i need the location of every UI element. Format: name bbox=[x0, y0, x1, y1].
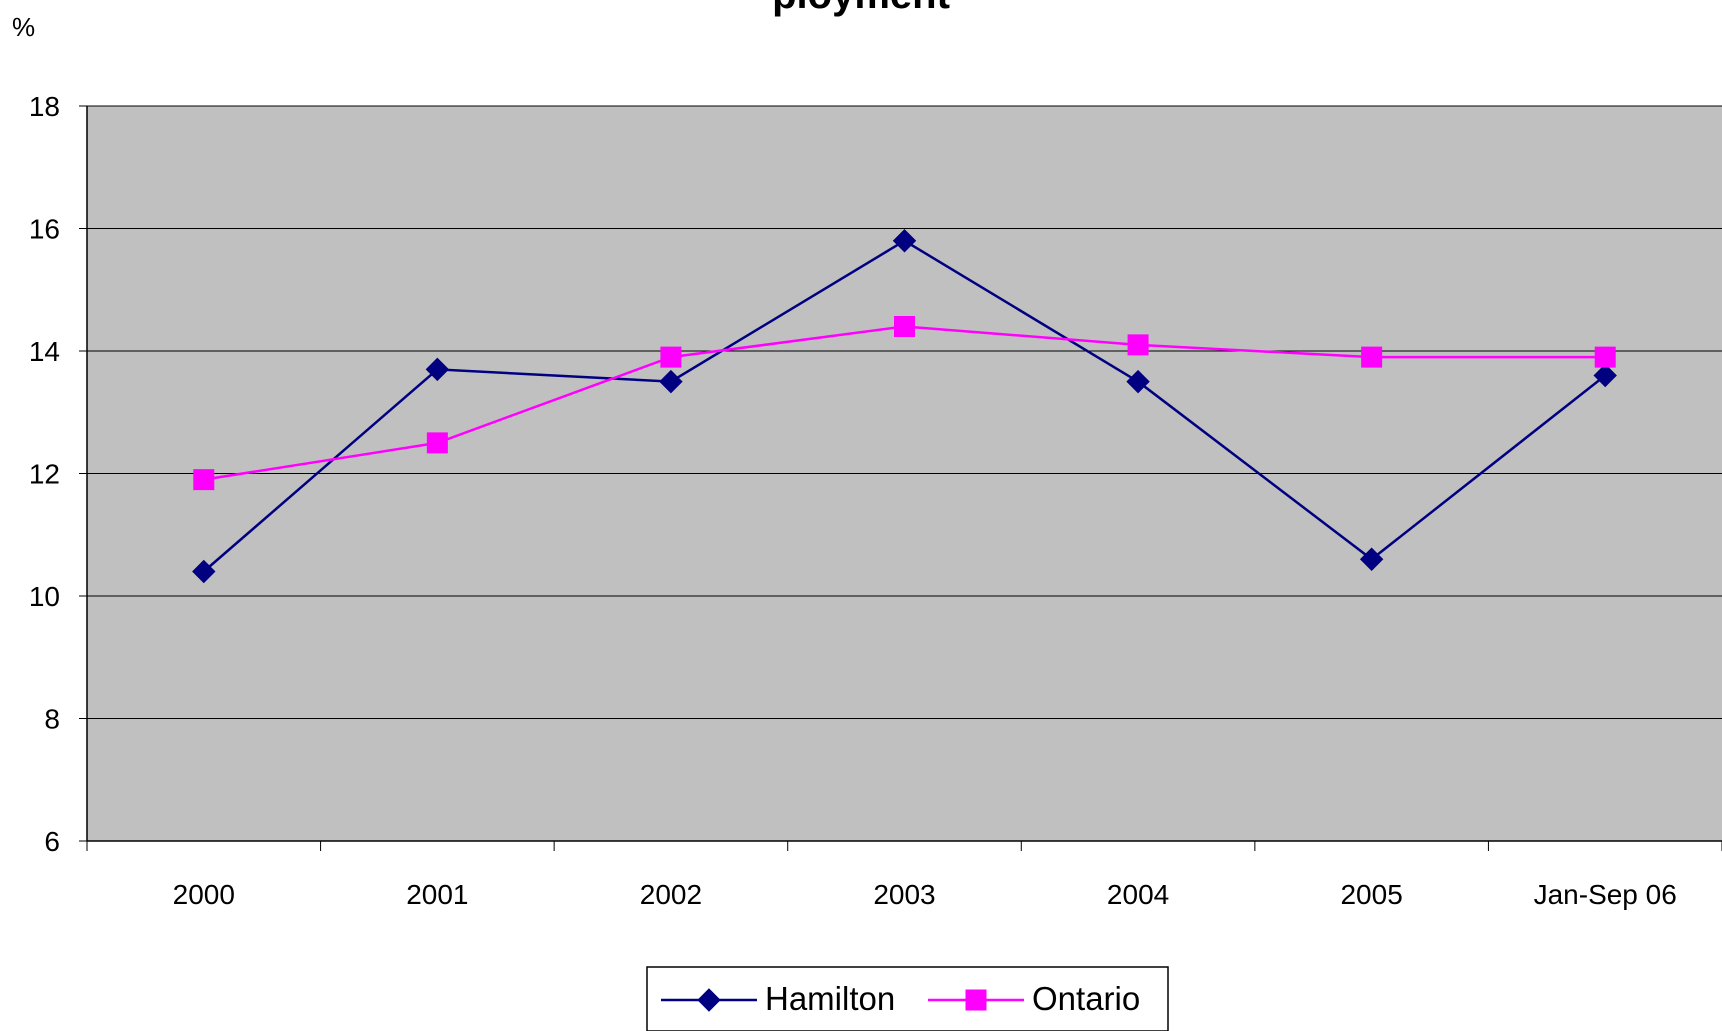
x-tick-label-4: 2004 bbox=[1107, 879, 1169, 910]
y-tick-label-10: 10 bbox=[29, 581, 60, 612]
legend-label-hamilton: Hamilton bbox=[765, 980, 895, 1017]
y-tick-label-12: 12 bbox=[29, 459, 60, 490]
x-tick-labels: 2000 2001 2002 2003 2004 2005 Jan-Sep 06 bbox=[173, 879, 1677, 910]
data-point-ontario-6 bbox=[1594, 346, 1616, 368]
y-tick-label-18: 18 bbox=[29, 91, 60, 122]
data-point-hamilton-0 bbox=[192, 559, 216, 584]
y-tick-label-16: 16 bbox=[29, 214, 60, 245]
y-tick-label-8: 8 bbox=[44, 704, 60, 735]
data-point-ontario-3 bbox=[894, 316, 915, 337]
x-tick-label-0: 2000 bbox=[173, 879, 235, 910]
y-axis-unit-label: % bbox=[12, 12, 35, 42]
x-tick-label-2: 2002 bbox=[640, 879, 702, 910]
legend-marker-hamilton bbox=[697, 988, 721, 1012]
y-tick-labels: 6 8 10 12 14 16 18 bbox=[29, 91, 60, 857]
data-point-ontario-5 bbox=[1361, 346, 1383, 368]
legend: Hamilton Ontario bbox=[646, 966, 1169, 1031]
data-point-hamilton-5 bbox=[1359, 547, 1384, 571]
data-point-hamilton-6 bbox=[1593, 363, 1617, 388]
data-point-hamilton-4 bbox=[1126, 369, 1150, 394]
data-point-hamilton-1 bbox=[425, 357, 450, 382]
x-tick-label-5: 2005 bbox=[1340, 879, 1402, 910]
x-tick-label-3: 2003 bbox=[873, 879, 935, 910]
axes bbox=[79, 105, 1722, 851]
legend-label-ontario: Ontario bbox=[1032, 980, 1140, 1017]
data-point-hamilton-3 bbox=[892, 229, 917, 253]
data-point-hamilton-2 bbox=[659, 369, 683, 394]
data-point-ontario-4 bbox=[1127, 334, 1149, 356]
y-tick-label-6: 6 bbox=[44, 826, 60, 857]
series-group bbox=[192, 229, 1617, 584]
data-point-ontario-1 bbox=[426, 432, 448, 454]
chart-title-fragment: ployment bbox=[772, 0, 950, 17]
x-tick-label-1: 2001 bbox=[406, 879, 468, 910]
y-tick-label-14: 14 bbox=[29, 336, 60, 367]
x-tick-label-6: Jan-Sep 06 bbox=[1534, 879, 1677, 910]
data-point-ontario-0 bbox=[193, 469, 215, 491]
gridlines bbox=[87, 105, 1722, 719]
data-point-ontario-2 bbox=[660, 346, 682, 368]
legend-marker-ontario bbox=[965, 989, 987, 1011]
